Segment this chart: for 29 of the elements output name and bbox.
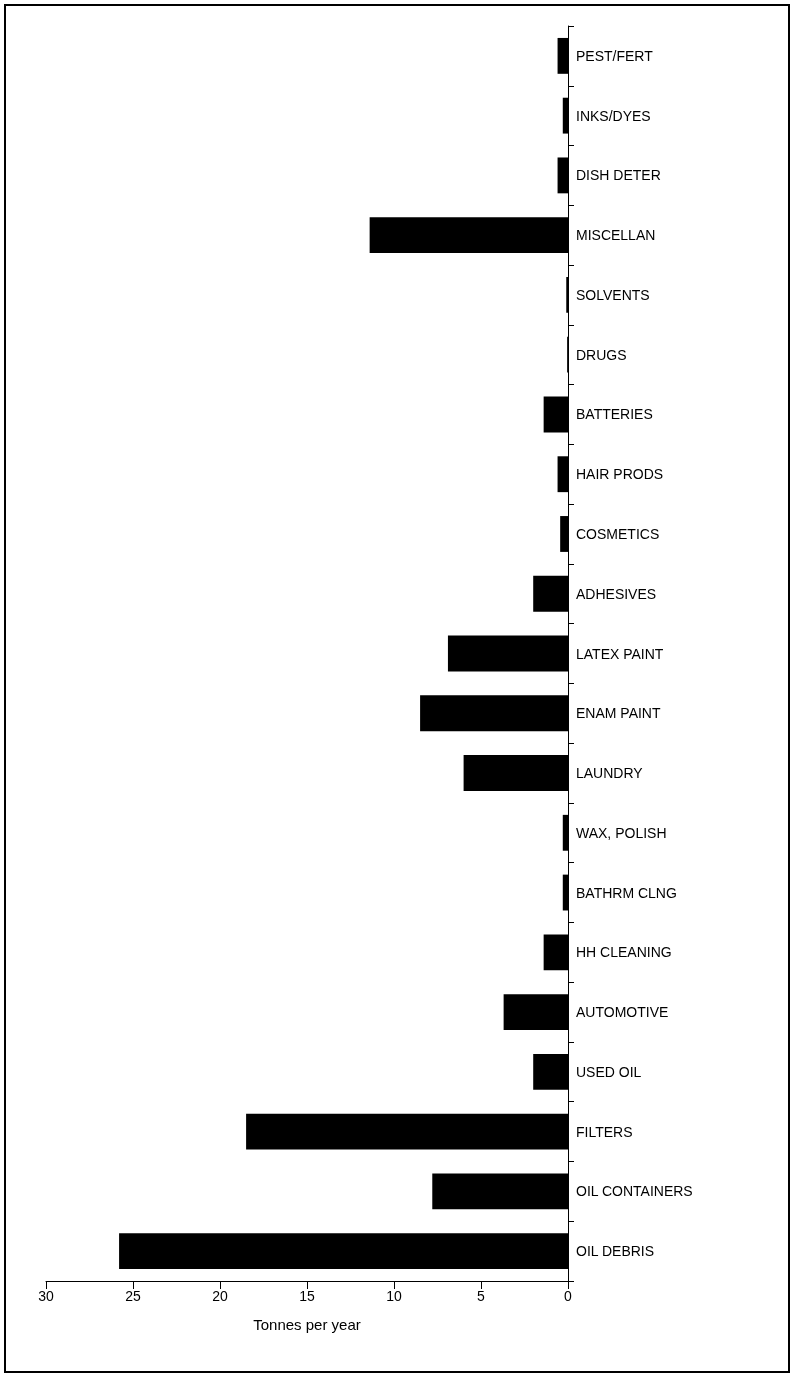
x-tick-label: 25 <box>125 1288 141 1304</box>
x-tick-label: 10 <box>386 1288 402 1304</box>
y-tick-label: SOLVENTS <box>576 286 650 303</box>
x-tick-label: 30 <box>38 1288 54 1304</box>
y-tick-label: USED OIL <box>576 1063 642 1080</box>
y-tick-label: WAX, POLISH <box>576 824 667 841</box>
y-tick-label: OIL CONTAINERS <box>576 1183 693 1200</box>
y-tick-label: MISCELLAN <box>576 227 656 244</box>
y-tick-label: COSMETICS <box>576 525 660 542</box>
y-tick-label: FILTERS <box>576 1123 633 1140</box>
x-tick-label: 5 <box>477 1288 486 1304</box>
x-axis-title: Tonnes per year <box>253 1316 361 1333</box>
x-tick-label: 20 <box>212 1288 228 1304</box>
y-tick-label: DRUGS <box>576 346 627 363</box>
y-tick-label: LAUNDRY <box>576 765 644 782</box>
y-tick-label: BATTERIES <box>576 406 653 423</box>
y-tick-label: AUTOMOTIVE <box>576 1004 669 1021</box>
y-tick-label: DISH DETER <box>576 167 661 184</box>
y-tick-label: INKS/DYES <box>576 107 651 124</box>
y-tick-label: ADHESIVES <box>576 585 657 602</box>
y-tick-label: ENAM PAINT <box>576 705 661 722</box>
y-tick-label: OIL DEBRIS <box>576 1243 655 1260</box>
y-tick-label: LATEX PAINT <box>576 645 664 662</box>
y-tick-label: BATHRM CLNG <box>576 884 677 901</box>
y-tick-label: PEST/FERT <box>576 47 654 64</box>
x-tick-label: 15 <box>299 1288 315 1304</box>
y-tick-label: HH CLEANING <box>576 944 672 961</box>
y-tick-label: HAIR PRODS <box>576 466 664 483</box>
x-tick-label: 0 <box>564 1288 573 1304</box>
